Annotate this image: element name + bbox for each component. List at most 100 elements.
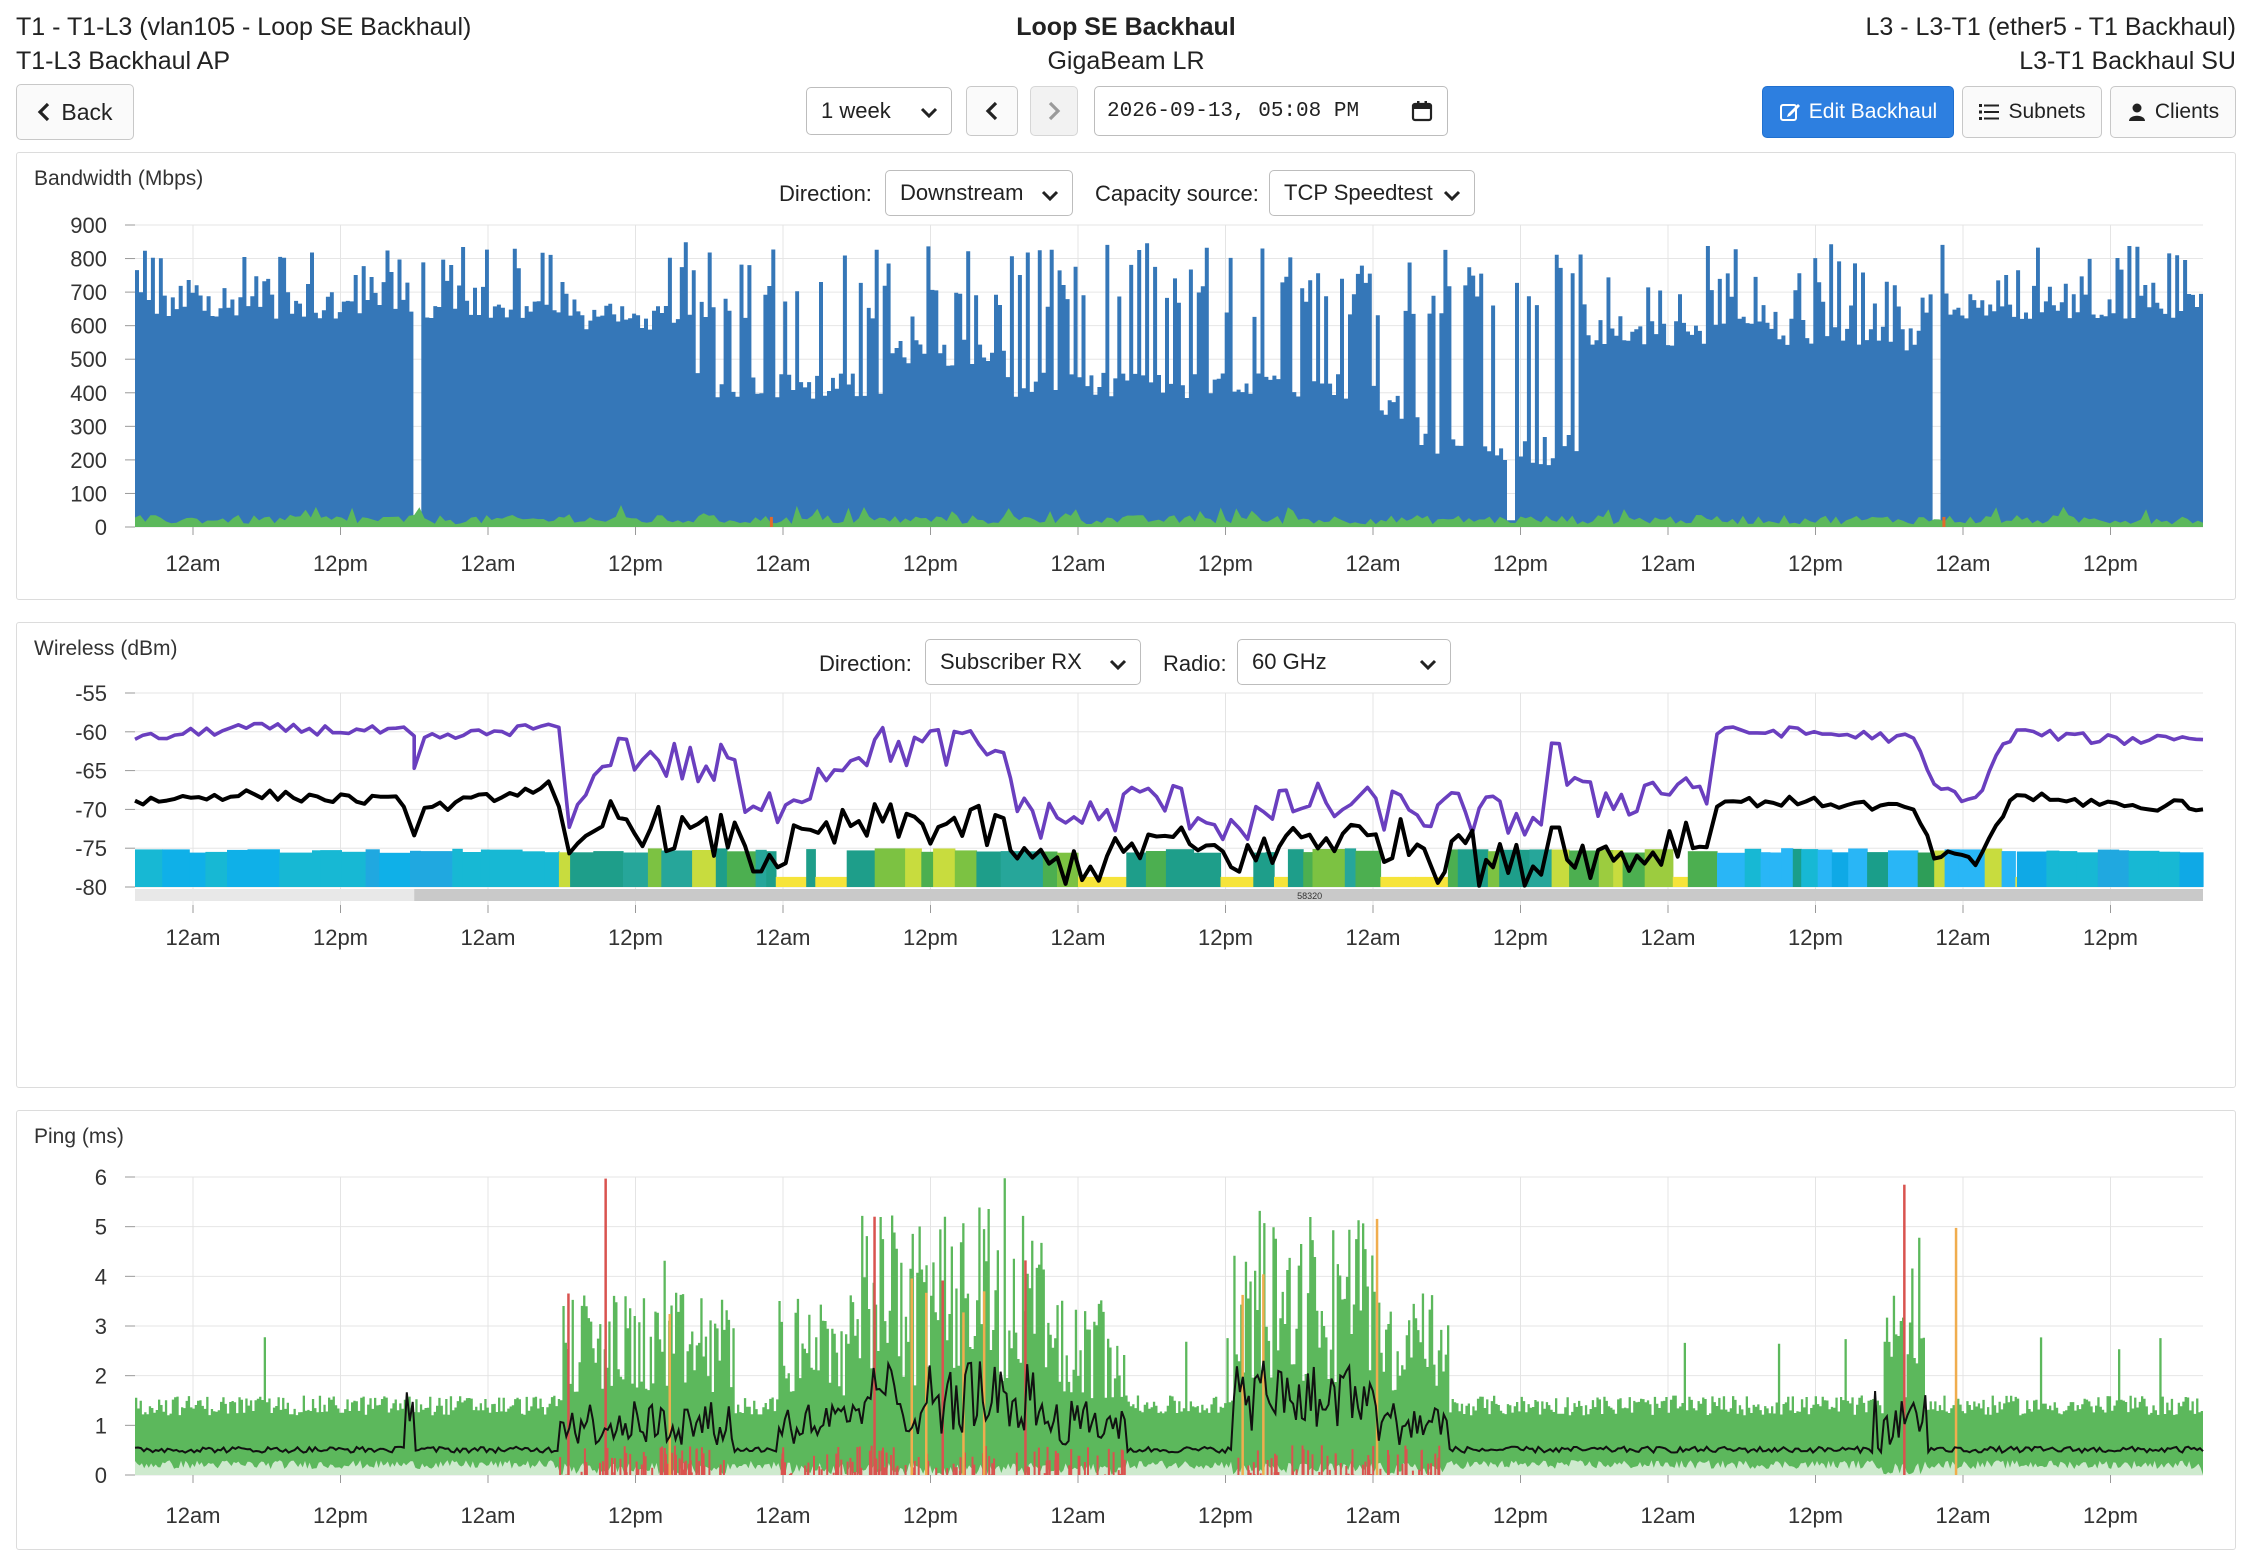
loss-bar	[877, 1469, 880, 1475]
back-button[interactable]: Back	[16, 84, 134, 140]
calendar-icon[interactable]	[1411, 100, 1433, 122]
loss-bar	[1112, 1452, 1115, 1475]
radio-select[interactable]: 60 GHz	[1237, 639, 1451, 685]
loss-bar	[868, 1450, 871, 1475]
prev-period-button[interactable]	[966, 86, 1018, 136]
loss-bar	[1249, 1472, 1252, 1475]
loss-bar	[784, 1462, 786, 1475]
clients-button[interactable]: Clients	[2110, 86, 2236, 138]
range-select[interactable]: 1 week	[806, 87, 952, 135]
edit-backhaul-button[interactable]: Edit Backhaul	[1762, 86, 1954, 138]
x-tick-label: 12pm	[903, 551, 958, 576]
loss-bar	[678, 1458, 681, 1475]
mcs-bar	[1792, 848, 1802, 887]
mcs-bar	[462, 852, 482, 887]
loss-bar	[851, 1461, 854, 1475]
loss-bar	[1273, 1472, 1276, 1475]
mcs-bar	[410, 850, 421, 887]
capacity-source-value: TCP Speedtest	[1284, 180, 1433, 205]
loss-bar	[719, 1468, 722, 1475]
mcs-bar	[2128, 850, 2160, 887]
mcs-bar	[1193, 852, 1222, 887]
datetime-input[interactable]: 2026-09-13, 05:08 PM	[1094, 86, 1448, 136]
mcs-bar	[420, 851, 453, 887]
mcs-bar	[1760, 852, 1771, 887]
loss-bar	[890, 1455, 893, 1475]
mcs-bar	[766, 851, 777, 887]
loss-bar	[583, 1448, 586, 1475]
frequency-strip-left	[135, 889, 415, 901]
bandwidth-direction-select[interactable]: Downstream	[885, 170, 1073, 216]
next-period-button[interactable]	[1030, 86, 1078, 136]
frequency-strip-main	[414, 889, 2204, 901]
loss-bar	[1252, 1462, 1255, 1475]
bandwidth-panel: Bandwidth (Mbps) Direction: Downstream C…	[16, 152, 2236, 600]
mcs-bar	[846, 850, 876, 887]
ping-spike	[925, 1292, 928, 1475]
loss-bar	[671, 1452, 674, 1475]
y-tick-label: 0	[95, 1463, 107, 1488]
mcs-bar	[1717, 852, 1746, 887]
loss-bar	[832, 1472, 835, 1475]
mcs-bar	[1598, 850, 1614, 887]
ping-panel: Ping (ms) 6 5 4 3 2 1 0 12am 12pm 12am 12pm 12am 12p…	[16, 1110, 2236, 1550]
y-tick-label: 100	[70, 481, 107, 506]
mcs-bar	[570, 852, 594, 887]
mcs-bar	[1781, 848, 1794, 887]
mcs-bar	[558, 852, 571, 887]
loss-bar	[637, 1469, 640, 1475]
loss-bar	[904, 1465, 907, 1475]
y-tick-label: 600	[70, 314, 107, 339]
capacity-area	[135, 242, 2203, 528]
page-subtitle: GigaBeam LR	[1047, 47, 1205, 75]
mcs-bar	[522, 851, 545, 887]
loss-bar	[613, 1458, 616, 1475]
capacity-source-select[interactable]: TCP Speedtest	[1269, 170, 1475, 216]
mcs-bar	[1672, 876, 1689, 887]
x-tick-label: 12am	[165, 551, 220, 576]
loss-bar	[1430, 1463, 1433, 1475]
ping-spike	[910, 1278, 913, 1475]
loss-bar	[882, 1447, 884, 1475]
bandwidth-chart[interactable]: 900 800 700 600 500 400 300 200 100 0 12am 12pm 12am…	[17, 153, 2237, 601]
loss-bar	[1096, 1455, 1099, 1475]
loss-bar	[687, 1463, 690, 1475]
subnets-button[interactable]: Subnets	[1962, 86, 2102, 138]
x-tick-label: 12am	[165, 1503, 220, 1528]
loss-bar	[1015, 1452, 1018, 1475]
mcs-bar	[2097, 849, 2120, 887]
loss-bar	[703, 1465, 706, 1475]
mcs-bar	[480, 849, 490, 887]
loss-bar	[1274, 1453, 1277, 1475]
x-tick-label: 12am	[1640, 925, 1695, 950]
wireless-chart[interactable]: -55 -60 -65 -70 -75 -80 12am 12pm 12am 12pm 12am 12…	[17, 623, 2237, 1089]
mcs-bar	[1888, 850, 1919, 887]
y-tick-label: 900	[70, 213, 107, 238]
frequency-strip-label: 58320	[1297, 891, 1322, 901]
y-tick-label: 400	[70, 381, 107, 406]
wireless-direction-select[interactable]: Subscriber RX	[925, 639, 1141, 685]
ping-spike	[1954, 1227, 1958, 1475]
ap-device-name: T1-L3 Backhaul AP	[16, 47, 231, 75]
y-tick-label: -75	[75, 836, 107, 861]
mcs-bar	[2001, 851, 2016, 887]
loss-bar	[1104, 1474, 1107, 1475]
clients-label: Clients	[2154, 100, 2220, 123]
loss-bar	[971, 1456, 974, 1475]
loss-bar	[606, 1447, 609, 1475]
loss-bar	[1411, 1470, 1414, 1475]
mcs-bar	[1944, 849, 1960, 887]
loss-bar	[1361, 1464, 1364, 1475]
loss-bar	[1107, 1448, 1110, 1475]
loss-bar	[856, 1447, 859, 1475]
loss-bar	[1351, 1449, 1354, 1475]
y-tick-label: -55	[75, 681, 107, 706]
mcs-bar	[162, 849, 190, 887]
x-tick-label: 12am	[1050, 925, 1105, 950]
loss-bar	[702, 1457, 704, 1475]
mcs-bar	[1801, 849, 1819, 887]
loss-bar	[959, 1457, 962, 1475]
ping-spike	[1024, 1260, 1027, 1475]
x-tick-label: 12am	[1935, 925, 1990, 950]
